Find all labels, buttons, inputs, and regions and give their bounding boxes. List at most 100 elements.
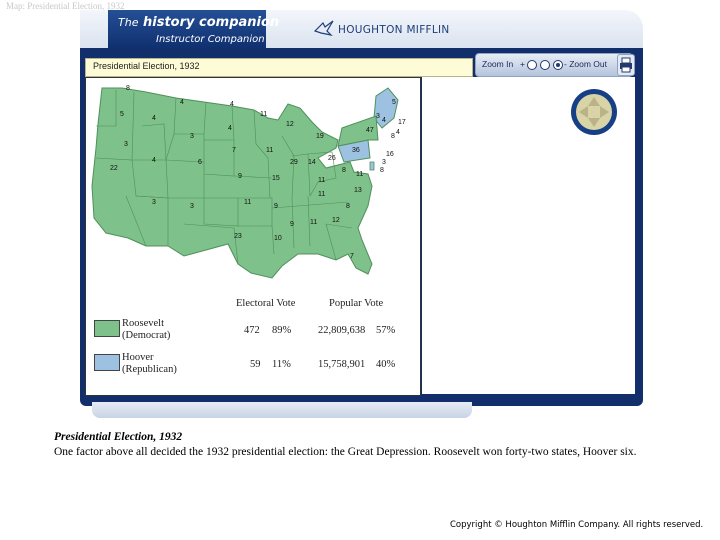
brand-logo: The history companion Instructor Compani… — [108, 10, 279, 50]
app-body: Presidential Election, 1932 Zoom In + - … — [80, 48, 643, 406]
pan-pad — [576, 94, 612, 130]
ev-label-mo: 15 — [272, 175, 280, 182]
ev-label-nm: 3 — [190, 203, 194, 210]
legend-roosevelt-electoral-pct: 89% — [272, 325, 292, 336]
caption-text: One factor above all decided the 1932 pr… — [54, 446, 637, 458]
legend-electoral-header: Electoral Vote — [236, 298, 296, 309]
ev-label-sd: 4 — [228, 125, 232, 132]
roosevelt-states-region — [91, 87, 373, 279]
ev-label-oh: 26 — [328, 155, 336, 162]
caption-title: Presidential Election, 1932 — [54, 431, 183, 443]
ev-label-de: 3 — [382, 159, 386, 166]
publisher-logo: HOUGHTON MIFFLIN — [313, 20, 450, 36]
ev-label-mn: 11 — [260, 111, 267, 118]
ev-label-nc: 13 — [354, 187, 362, 194]
legend-roosevelt-name: Roosevelt (Democrat) — [122, 318, 170, 342]
zoom-in-button[interactable]: Zoom In — [482, 59, 514, 69]
ev-label-or: 5 — [120, 111, 124, 118]
map-title: Presidential Election, 1932 — [93, 61, 200, 71]
ev-label-pa: 36 — [352, 147, 360, 154]
ev-label-tn: 11 — [318, 191, 325, 198]
publisher-name: HOUGHTON MIFFLIN — [338, 24, 450, 36]
page-header: Map: Presidential Election, 1932 — [6, 1, 125, 11]
ev-label-az: 3 — [152, 199, 156, 206]
app-header: The history companion Instructor Compani… — [80, 10, 643, 50]
ev-label-vt: 3 — [376, 113, 380, 120]
ev-label-mt: 4 — [180, 99, 184, 106]
ev-label-tx: 23 — [234, 233, 242, 240]
ev-label-va: 11 — [356, 171, 363, 178]
state-borders — [95, 90, 353, 265]
ev-label-fl: 7 — [350, 253, 354, 260]
print-icon — [620, 57, 632, 73]
ev-label-ia: 11 — [266, 147, 273, 154]
ev-label-co: 6 — [198, 159, 202, 166]
ev-label-ct: 8 — [391, 133, 395, 140]
brand-subtitle: Instructor Companion — [156, 34, 265, 45]
legend-hoover-popular: 15,758,901 — [318, 359, 366, 370]
ev-label-il: 29 — [290, 159, 298, 166]
ev-label-ar: 9 — [274, 203, 278, 210]
publisher-bird-icon — [313, 20, 334, 36]
ev-label-ky: 11 — [318, 177, 325, 184]
brand-name: history companion — [143, 15, 280, 30]
legend-hoover-name: Hoover (Republican) — [122, 352, 177, 376]
side-panel — [422, 77, 635, 394]
ev-label-wa: 8 — [126, 85, 130, 92]
ev-label-wi: 12 — [286, 121, 294, 128]
hoover-new-england — [373, 87, 399, 129]
ev-label-al: 11 — [310, 219, 317, 226]
zoom-out-button[interactable]: - Zoom Out — [564, 59, 607, 69]
zoom-control: Zoom In + - Zoom Out — [475, 53, 633, 77]
ev-label-in: 14 — [308, 159, 316, 166]
map-panel[interactable]: 8 5 4 4 4 11 12 19 3 3 4 22 4 6 7 11 29 14 26 9 15 11 8 11 3 3 11 9… — [85, 77, 421, 396]
legend-roosevelt-electoral: 472 — [244, 325, 260, 336]
zoom-level-2[interactable] — [540, 60, 550, 70]
zoom-in-sign[interactable]: + — [520, 59, 525, 69]
legend-roosevelt-label: Roosevelt — [122, 318, 164, 329]
ev-label-md: 8 — [380, 167, 384, 174]
ev-label-nv: 3 — [124, 141, 128, 148]
ev-label-ma: 17 — [398, 119, 406, 126]
ev-label-ca: 22 — [110, 165, 118, 172]
legend-hoover-popular-pct: 40% — [376, 359, 396, 370]
copyright: Copyright © Houghton Mifflin Company. Al… — [450, 520, 704, 530]
hoover-delaware — [369, 161, 375, 171]
ev-label-ks: 9 — [238, 173, 242, 180]
zoom-level-1[interactable] — [527, 60, 537, 70]
ev-label-ms: 9 — [290, 221, 294, 228]
ev-label-ok: 11 — [244, 199, 251, 206]
ev-label-wy: 3 — [190, 133, 194, 140]
print-button[interactable] — [617, 54, 635, 76]
legend-roosevelt-party: (Democrat) — [122, 330, 171, 341]
legend-roosevelt-popular-pct: 57% — [376, 325, 396, 336]
zoom-level-3[interactable] — [553, 60, 563, 70]
ev-label-id: 4 — [152, 115, 156, 122]
legend-swatch-hoover — [94, 354, 120, 371]
ev-label-ut: 4 — [152, 157, 156, 164]
roosevelt-new-york — [337, 115, 379, 147]
pan-arrows-icon — [579, 97, 609, 127]
app-footer-tab — [92, 402, 472, 418]
app-window: The history companion Instructor Compani… — [80, 10, 643, 420]
ev-label-ny: 47 — [366, 127, 374, 134]
ev-label-sc: 8 — [346, 203, 350, 210]
ev-label-nd: 4 — [230, 101, 234, 108]
pan-control[interactable] — [571, 89, 617, 135]
ev-label-wv: 8 — [342, 167, 346, 174]
ev-label-nj: 16 — [386, 151, 394, 158]
ev-label-ri: 4 — [396, 129, 400, 136]
ev-label-mi: 19 — [316, 133, 324, 140]
map-title-bar: Presidential Election, 1932 — [85, 58, 473, 77]
ev-label-ga: 12 — [332, 217, 340, 224]
legend-hoover-electoral-pct: 11% — [272, 359, 291, 370]
brand-the: The — [118, 16, 139, 29]
legend-popular-header: Popular Vote — [329, 298, 384, 309]
ev-label-la: 10 — [274, 235, 282, 242]
ev-label-nh: 4 — [382, 117, 386, 124]
legend-hoover-label: Hoover — [122, 352, 154, 363]
ev-label-ne: 7 — [232, 147, 236, 154]
ev-label-me: 5 — [392, 99, 396, 106]
